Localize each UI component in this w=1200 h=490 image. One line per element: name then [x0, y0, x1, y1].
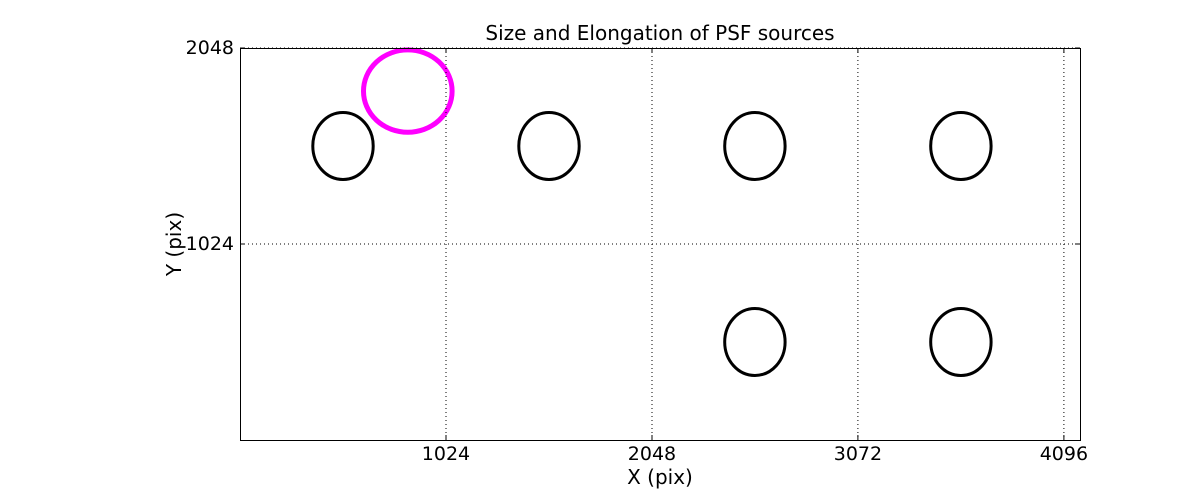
psf-source-ellipse — [723, 307, 787, 377]
psf-source-ellipse — [723, 111, 787, 181]
x-axis-label: X (pix) — [627, 465, 693, 489]
x-tick-label: 1024 — [421, 443, 471, 465]
psf-source-ellipse — [929, 307, 993, 377]
chart-title: Size and Elongation of PSF sources — [485, 21, 835, 45]
x-tick-label: 3072 — [833, 443, 883, 465]
psf-source-ellipse — [517, 111, 581, 181]
axes-frame — [240, 48, 1081, 441]
highlighted-psf-source-ellipse — [361, 47, 455, 135]
y-tick-label: 2048 — [185, 37, 234, 59]
x-tick-label: 4096 — [1039, 443, 1089, 465]
psf-source-ellipse — [311, 111, 375, 181]
x-tick-label: 2048 — [627, 443, 677, 465]
psf-source-ellipse — [929, 111, 993, 181]
y-tick-label: 1024 — [185, 233, 234, 255]
